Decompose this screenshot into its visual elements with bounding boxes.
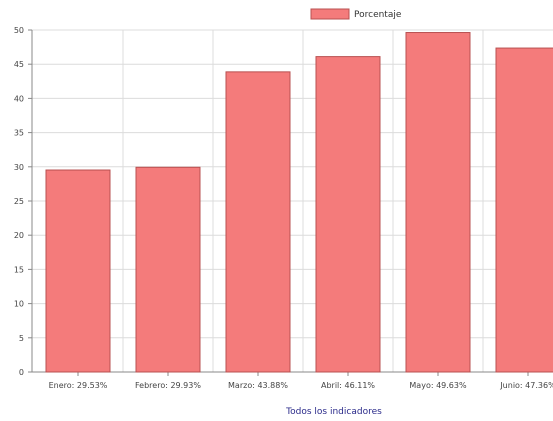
y-tick-label: 5: [19, 334, 24, 343]
x-tick-label: Febrero: 29.93%: [135, 381, 201, 390]
legend-label: Porcentaje: [354, 10, 402, 20]
bar: [495, 47, 553, 373]
y-tick-label: 15: [14, 265, 24, 274]
y-tick-label: 30: [14, 163, 24, 172]
gridlines: [32, 29, 553, 373]
y-tick-labels: 0 5 10 15 20 25 30 35 40 45 50: [14, 26, 24, 377]
legend-swatch: [310, 8, 350, 20]
bar: [135, 166, 201, 373]
y-tick-label: 25: [14, 197, 24, 206]
x-axis-title: Todos los indicadores: [285, 407, 382, 417]
bar: [315, 56, 381, 373]
bars: [45, 32, 553, 373]
x-tick-label: Enero: 29.53%: [49, 381, 108, 390]
bar: [405, 32, 471, 373]
bar: [225, 71, 291, 373]
y-tick-label: 40: [14, 94, 24, 103]
y-tick-label: 20: [14, 231, 24, 240]
x-tick-labels: Enero: 29.53% Febrero: 29.93% Marzo: 43.88…: [49, 381, 553, 390]
bar: [45, 169, 111, 373]
x-tick-label: Marzo: 43.88%: [228, 381, 288, 390]
x-tick-label: Abril: 46.11%: [321, 381, 375, 390]
y-tick-label: 50: [14, 26, 24, 35]
y-tick-label: 10: [14, 300, 24, 309]
y-tick-label: 45: [14, 60, 24, 69]
y-tick-label: 0: [19, 368, 24, 377]
legend: Porcentaje: [310, 8, 402, 20]
x-tick-label: Mayo: 49.63%: [409, 381, 467, 390]
x-tick-label: Junio: 47.36%: [499, 381, 553, 390]
y-tick-label: 35: [14, 129, 24, 138]
